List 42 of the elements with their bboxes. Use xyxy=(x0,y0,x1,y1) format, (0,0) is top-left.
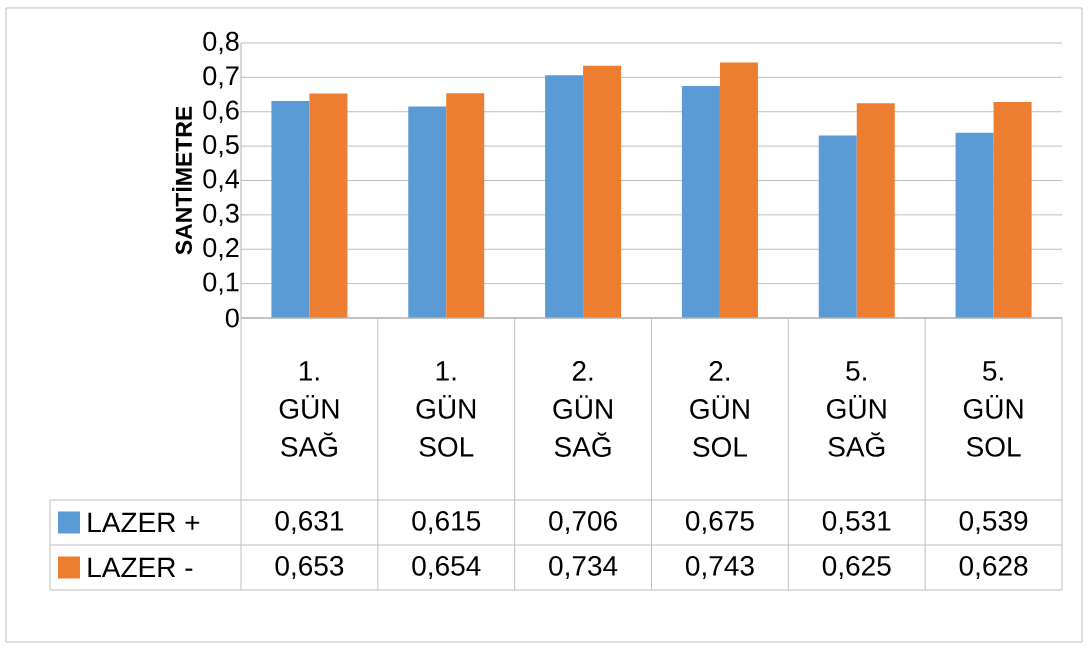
data-label: 0,628 xyxy=(959,555,1028,580)
y-tick-label: 0,4 xyxy=(203,169,240,192)
bar xyxy=(309,93,348,318)
y-tick-label: 0,7 xyxy=(203,66,239,89)
legend-label: LAZER + xyxy=(88,512,200,533)
bar xyxy=(271,101,310,318)
bar xyxy=(583,65,622,318)
bar xyxy=(681,85,720,318)
x-tick-label: 1. GÜN SOL xyxy=(416,361,476,457)
bar xyxy=(993,102,1032,318)
data-label: 0,625 xyxy=(822,555,891,580)
x-tick-label: 2. GÜN SOL xyxy=(690,361,749,457)
data-label: 0,675 xyxy=(685,510,754,535)
x-tick-label: 5. GÜN SOL xyxy=(963,361,1023,457)
x-tick-label: 2. GÜN SAĞ xyxy=(553,361,612,457)
x-tick-label: 5. GÜN SAĞ xyxy=(827,361,886,457)
y-tick-label: 0,5 xyxy=(203,134,239,158)
data-label: 0,631 xyxy=(275,510,344,535)
data-label: 0,706 xyxy=(549,510,617,535)
bar xyxy=(446,93,485,318)
bar xyxy=(408,106,447,318)
bar xyxy=(818,135,857,318)
y-tick-label: 0,2 xyxy=(203,238,239,261)
y-tick-label: 0,8 xyxy=(203,31,239,55)
legend-label: LAZER - xyxy=(88,557,193,578)
data-label: 0,653 xyxy=(275,555,344,580)
bar xyxy=(545,75,584,318)
y-tick-label: 0,6 xyxy=(203,100,239,123)
data-label: 0,654 xyxy=(412,555,481,580)
data-label: 0,531 xyxy=(822,510,891,535)
y-tick-label: 0 xyxy=(225,308,239,328)
y-tick-label: 0,3 xyxy=(203,203,239,227)
data-label: 0,539 xyxy=(959,510,1028,535)
y-tick-label: 0,1 xyxy=(203,272,239,295)
bar xyxy=(719,62,758,318)
bar xyxy=(955,132,994,318)
y-axis-title: SANTİMETRE xyxy=(172,106,192,255)
bar xyxy=(856,103,895,318)
data-label: 0,743 xyxy=(685,555,754,580)
x-tick-label: 1. GÜN SAĞ xyxy=(279,361,339,457)
data-label: 0,615 xyxy=(412,510,481,535)
data-label: 0,734 xyxy=(549,555,618,580)
